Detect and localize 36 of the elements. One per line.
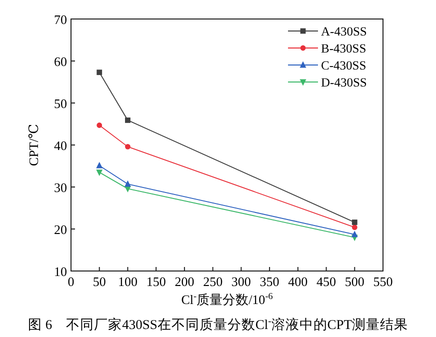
- x-tick-label: 200: [174, 274, 194, 289]
- y-tick-label: 40: [54, 138, 67, 153]
- point: [125, 144, 130, 150]
- point: [351, 230, 358, 238]
- legend-label: A-430SS: [321, 24, 367, 38]
- x-tick-label: 450: [316, 274, 336, 289]
- point: [124, 180, 131, 187]
- point: [125, 118, 130, 123]
- point: [96, 170, 103, 176]
- caption: 图 6 不同厂家430SS在不同质量分数Cl$^{-}$溶液中的CPT测量结果: [28, 317, 408, 332]
- y-axis-title: CPT/℃: [26, 124, 41, 166]
- x-tick-label: 300: [231, 274, 251, 289]
- point: [352, 220, 358, 225]
- x-tick-label: 50: [92, 274, 106, 289]
- y-tick-label: 70: [54, 12, 67, 27]
- point: [96, 70, 102, 76]
- legend-label: B-430SS: [321, 42, 366, 56]
- x-tick-label: 500: [344, 274, 364, 289]
- legend-label: D-430SS: [321, 76, 367, 90]
- y-tick-label: 20: [54, 222, 67, 237]
- x-tick-label: 0: [68, 274, 74, 289]
- x-tick-label: 550: [373, 274, 393, 289]
- x-tick-label: 250: [203, 274, 223, 289]
- legend-label: C-430SS: [321, 58, 366, 72]
- y-tick-label: 60: [54, 54, 67, 69]
- point: [96, 122, 102, 128]
- point: [96, 162, 103, 168]
- y-tick-label: 50: [54, 96, 67, 111]
- x-tick-label: 400: [288, 274, 308, 289]
- x-tick-label: 100: [118, 274, 138, 289]
- point: [352, 224, 358, 230]
- y-tick-label: 30: [54, 180, 67, 195]
- x-axis-title: Cl$^{-}$质量分数/10$^{-6}$: [181, 291, 274, 307]
- x-tick-label: 150: [146, 274, 166, 289]
- y-tick-label: 10: [54, 264, 67, 279]
- x-tick-label: 350: [260, 274, 280, 289]
